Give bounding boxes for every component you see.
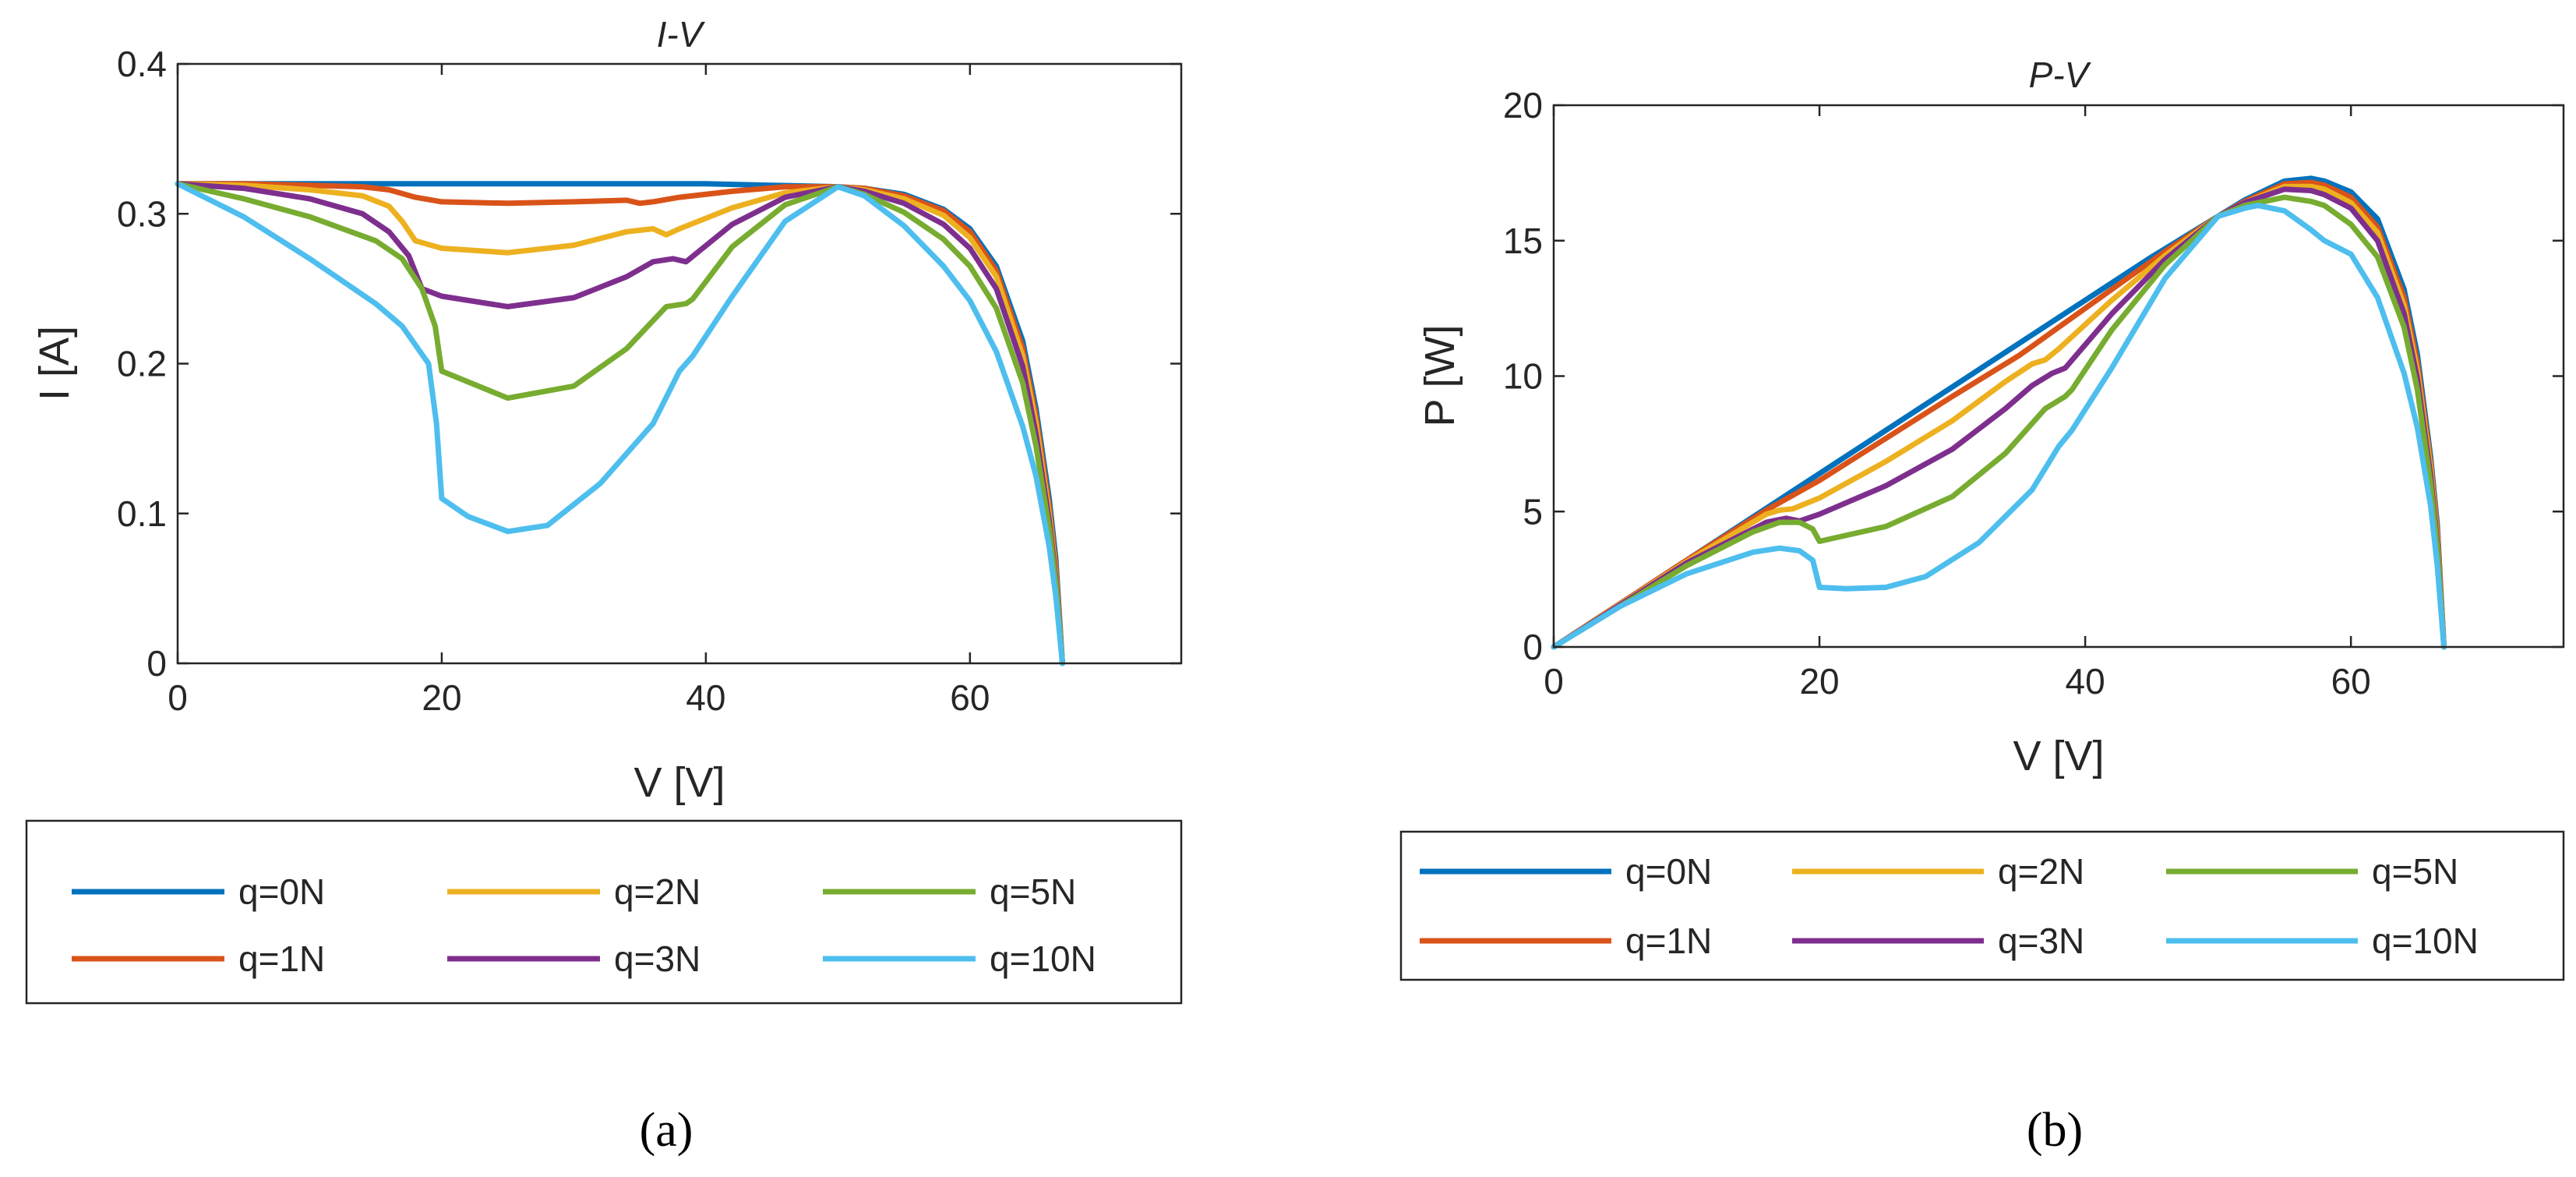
legend-box [1399,830,2565,981]
axes-box [176,62,1183,665]
x-tick-label: 0 [1544,661,1564,702]
y-tick-label: 0.1 [117,493,167,534]
x-tick-label: 0 [168,677,188,718]
legend-label: q=10N [2372,921,2479,961]
chart-title: I-V [657,14,706,55]
y-tick-label: 0.3 [117,193,167,234]
panel-a-iv-chart: 0 20 40 60 0 0.1 0.2 0.3 0.4 I-V V [V] I [A] q=0N q=1… [25,14,1183,1157]
series-line-q=5N [1551,194,2447,650]
legend-label: q=1N [1625,921,1712,961]
legend-label: q=2N [1998,851,2084,892]
legend-label: q=5N [990,871,1076,912]
series-line-q=3N [1551,186,2447,650]
x-tick-label: 40 [686,677,725,718]
x-tick-label: 60 [950,677,990,718]
x-tick-label: 20 [1799,661,1839,702]
panel-b-pv-chart: 0 20 40 60 0 5 10 15 20 P-V V [V] P [W] q=0N q=1N q=2N… [1399,55,2565,1157]
series-line-q=2N [175,181,1065,666]
legend-label: q=2N [614,871,700,912]
panel-caption: (b) [2027,1104,2083,1157]
x-axis-label: V [V] [2013,733,2104,779]
x-tick-label: 20 [422,677,461,718]
y-axis-label: I [A] [31,326,78,401]
legend-label: q=5N [2372,851,2458,892]
y-axis-label: P [W] [1417,324,1463,426]
y-tick-label: 10 [1503,356,1543,397]
series-line-q=10N [175,181,1065,666]
y-tick-label: 0 [146,643,167,684]
series-line-q=2N [1551,183,2447,650]
x-axis-label: V [V] [633,759,725,806]
legend-label: q=3N [1998,921,2084,961]
legend-label: q=3N [614,938,700,979]
x-tick-label: 40 [2066,661,2105,702]
series-line-q=5N [175,181,1065,666]
panel-caption: (a) [640,1104,693,1157]
legend-label: q=10N [990,938,1096,979]
y-tick-label: 0.4 [117,44,167,84]
x-tick-label: 60 [2331,661,2371,702]
y-tick-label: 20 [1503,85,1543,125]
chart-title: P-V [2029,55,2092,95]
legend-label: q=1N [238,938,325,979]
series-line-q=10N [1551,203,2447,650]
series-line-q=3N [175,181,1065,666]
y-tick-label: 0 [1523,627,1543,667]
legend-label: q=0N [238,871,325,912]
y-tick-label: 0.2 [117,344,167,384]
y-tick-label: 15 [1503,221,1543,261]
y-tick-label: 5 [1523,491,1543,532]
legend-label: q=0N [1625,851,1712,892]
legend-box [25,819,1183,1005]
